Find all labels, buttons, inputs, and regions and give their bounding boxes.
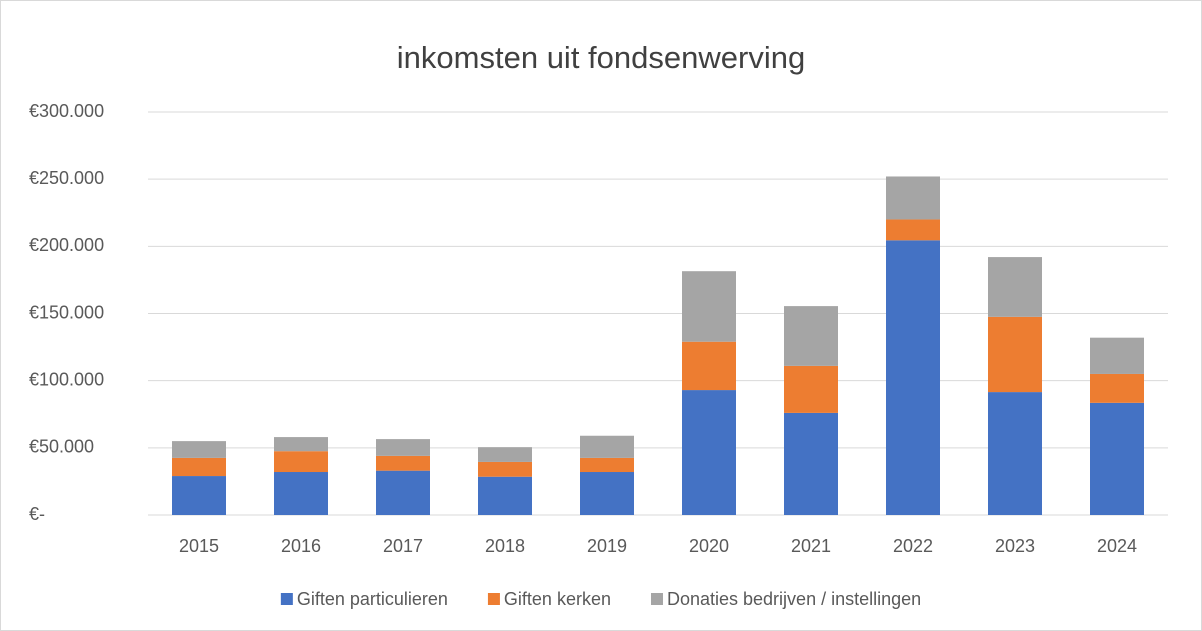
bar-segment [172,441,226,458]
bar-segment [988,257,1042,317]
bar-segment [784,306,838,366]
x-tick-label: 2023 [995,536,1035,556]
bar-segment [478,476,532,515]
bar-segment [886,176,940,220]
bar-segment [886,219,940,241]
bar-segment [784,412,838,515]
bar-segment [988,392,1042,515]
bar-segment [376,470,430,515]
bar-segment [682,390,736,515]
bar-segment [886,240,940,515]
bar-segment [682,271,736,342]
legend-swatch [487,593,500,605]
y-tick-label: €250.000 [29,168,104,188]
legend-label: Donaties bedrijven / instellingen [667,589,921,609]
bar-segment [274,437,328,452]
legend-swatch [280,593,293,605]
bar-segment [478,447,532,462]
x-tick-label: 2016 [281,536,321,556]
chart-title: inkomsten uit fondsenwerving [397,40,805,75]
bar-segment [580,472,634,515]
legend-label: Giften particulieren [297,589,448,609]
bar-segment [784,365,838,413]
x-tick-label: 2018 [485,536,525,556]
legend-label: Giften kerken [504,589,611,609]
x-tick-label: 2019 [587,536,627,556]
bar-segment [580,435,634,458]
y-tick-label: €300.000 [29,101,104,121]
legend-swatch [650,593,663,605]
bar-segment [988,316,1042,393]
x-tick-label: 2021 [791,536,831,556]
x-tick-label: 2017 [383,536,423,556]
bar-segment [682,341,736,391]
y-tick-label: €- [29,504,45,524]
x-tick-label: 2024 [1097,536,1137,556]
bar-segment [274,472,328,515]
x-tick-label: 2022 [893,536,933,556]
bar-segment [376,455,430,471]
bar-segment [580,457,634,473]
bar-segment [376,439,430,456]
bar-segment [274,451,328,473]
bar-segment [1090,337,1144,374]
y-tick-label: €50.000 [29,437,94,457]
bar-segment [1090,402,1144,515]
x-tick-label: 2015 [179,536,219,556]
bar-segment [172,476,226,515]
y-tick-label: €200.000 [29,235,104,255]
bar-segment [172,457,226,477]
bar-segment [478,461,532,477]
y-tick-label: €150.000 [29,302,104,322]
y-tick-label: €100.000 [29,369,104,389]
x-tick-label: 2020 [689,536,729,556]
bar-segment [1090,373,1144,403]
